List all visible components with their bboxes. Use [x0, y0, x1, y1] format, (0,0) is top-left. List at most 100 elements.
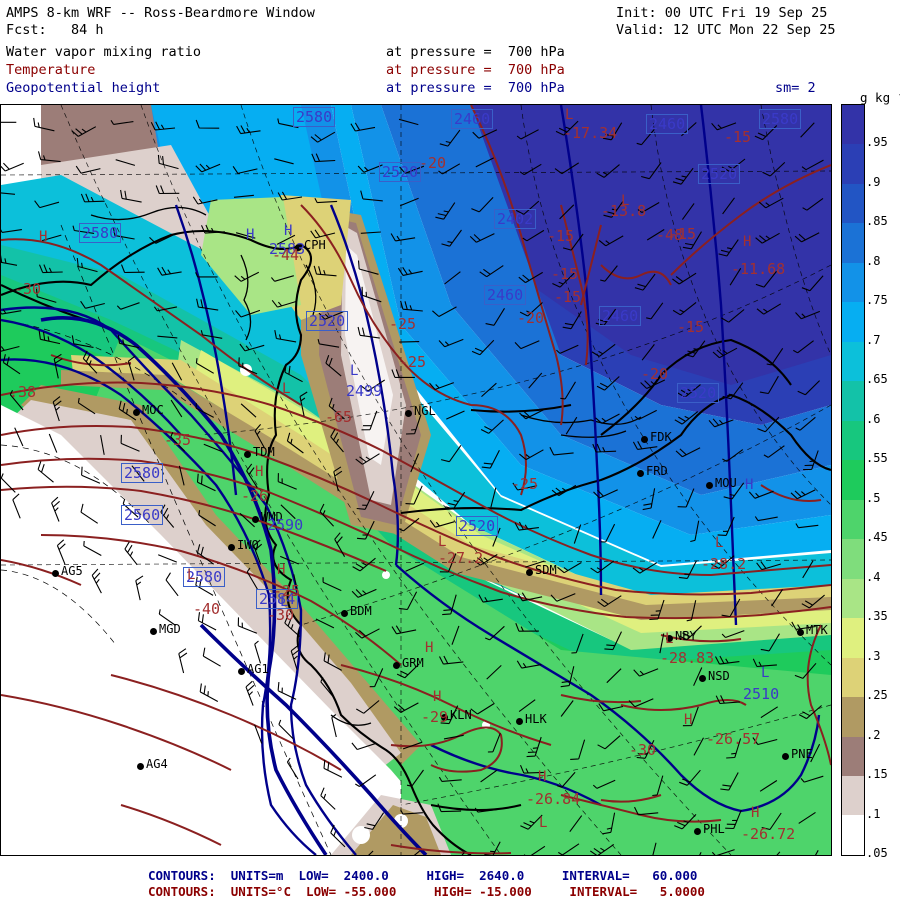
height-contour-label: 2580 — [121, 463, 164, 483]
station-marker[interactable] — [393, 662, 400, 669]
wind-barb — [636, 129, 655, 146]
low-center-marker: L — [565, 107, 574, 123]
station-marker[interactable] — [133, 409, 140, 416]
wind-barb — [591, 343, 616, 357]
wind-barb — [756, 561, 782, 571]
wind-barb — [429, 382, 454, 391]
temperature-contour-label: -25 — [511, 475, 539, 493]
wind-barb — [517, 592, 543, 602]
station-label: TDM — [253, 445, 275, 459]
wind-barb — [441, 229, 462, 247]
station-marker[interactable] — [526, 569, 533, 576]
wind-barb — [659, 633, 665, 654]
wind-barb — [396, 663, 420, 679]
wind-barb — [157, 266, 182, 276]
station-label: BDM — [350, 604, 372, 618]
wind-barb — [439, 553, 457, 573]
station-marker[interactable] — [641, 436, 648, 443]
wind-barb — [439, 129, 461, 147]
wind-barb — [322, 577, 342, 592]
station-marker[interactable] — [295, 244, 302, 251]
wind-barb — [361, 410, 378, 431]
wind-barb — [522, 229, 545, 242]
wind-barb — [681, 203, 695, 220]
wind-barb — [361, 286, 382, 303]
wind-barb — [71, 126, 97, 137]
colorbar-units: g kg -1 — [860, 90, 900, 106]
station-marker[interactable] — [238, 668, 245, 675]
station-marker[interactable] — [699, 675, 706, 682]
wind-barb — [754, 125, 778, 141]
wind-barb — [693, 737, 704, 756]
wind-barb — [516, 660, 542, 669]
station-marker[interactable] — [782, 753, 789, 760]
wind-barb — [793, 340, 814, 354]
height-contour-label: 2583 — [269, 240, 306, 258]
station-marker[interactable] — [228, 544, 235, 551]
colorbar-tick-label: .35 — [866, 609, 888, 624]
colorbar-tick-label: .65 — [866, 372, 888, 387]
wind-barb — [801, 275, 824, 292]
height-contour-label: 2510 — [743, 685, 780, 703]
wind-barb — [758, 197, 784, 209]
wind-barb — [682, 231, 702, 250]
wind-barb — [443, 734, 464, 740]
wind-barb — [334, 532, 346, 557]
station-label: NBY — [675, 629, 697, 643]
station-marker[interactable] — [137, 763, 144, 770]
wind-barb — [284, 363, 303, 383]
colorbar-swatch — [842, 302, 864, 342]
station-marker[interactable] — [441, 714, 448, 721]
station-marker[interactable] — [244, 451, 251, 458]
station-marker[interactable] — [797, 629, 804, 636]
station-marker[interactable] — [516, 718, 523, 725]
wind-barb — [235, 232, 256, 239]
station-marker[interactable] — [150, 628, 157, 635]
station-marker[interactable] — [405, 410, 412, 417]
wind-barb — [487, 732, 501, 753]
station-marker[interactable] — [694, 828, 701, 835]
wind-barb — [722, 197, 735, 215]
wind-barb — [157, 154, 179, 170]
height-contour-label: 2460 — [646, 114, 689, 134]
colorbar-tick-label: .3 — [866, 648, 881, 663]
wind-barb — [677, 384, 701, 398]
wind-barb — [38, 330, 61, 345]
wind-barb — [319, 503, 335, 527]
map-panel[interactable]: AG5 MGD AG1 AG4 MOC TDM WMD IWQ BDM GRM KLN HLK CPH N… — [0, 104, 832, 856]
wind-barb — [277, 191, 303, 201]
wind-barb — [234, 271, 260, 282]
wind-barb — [239, 343, 265, 352]
station-marker[interactable] — [252, 516, 259, 523]
wind-barb — [595, 413, 620, 424]
wind-barb — [360, 190, 383, 202]
station-marker[interactable] — [637, 470, 644, 477]
wind-barb — [405, 414, 422, 435]
wind-barb — [515, 623, 539, 632]
wind-barb — [239, 512, 255, 528]
field-level-geopotential-height: at pressure = 700 hPa — [386, 80, 565, 96]
wind-barb — [761, 812, 782, 831]
station-label: KLN — [450, 708, 472, 722]
colorbar-swatch — [842, 697, 864, 737]
temperature-contour-label: -15 — [669, 225, 697, 243]
station-marker[interactable] — [706, 482, 713, 489]
station-marker[interactable] — [52, 570, 59, 577]
wind-barb — [486, 664, 502, 680]
station-marker[interactable] — [341, 610, 348, 617]
height-contour-label: 2580 — [183, 567, 226, 587]
wind-barb — [195, 403, 214, 418]
wind-barb — [725, 809, 742, 830]
temperature-contour-label: -27.2 — [438, 549, 484, 567]
height-contour-label: 2520 — [456, 516, 499, 536]
wind-barb — [519, 449, 544, 461]
wind-barb — [760, 633, 780, 652]
wind-barb — [131, 465, 145, 482]
wind-barb — [277, 473, 297, 490]
wind-barb — [652, 842, 657, 855]
wind-barb — [646, 229, 665, 241]
wind-barb — [723, 482, 745, 500]
wind-barb — [802, 197, 824, 211]
station-marker[interactable] — [666, 635, 673, 642]
low-center-marker: L — [438, 534, 447, 550]
